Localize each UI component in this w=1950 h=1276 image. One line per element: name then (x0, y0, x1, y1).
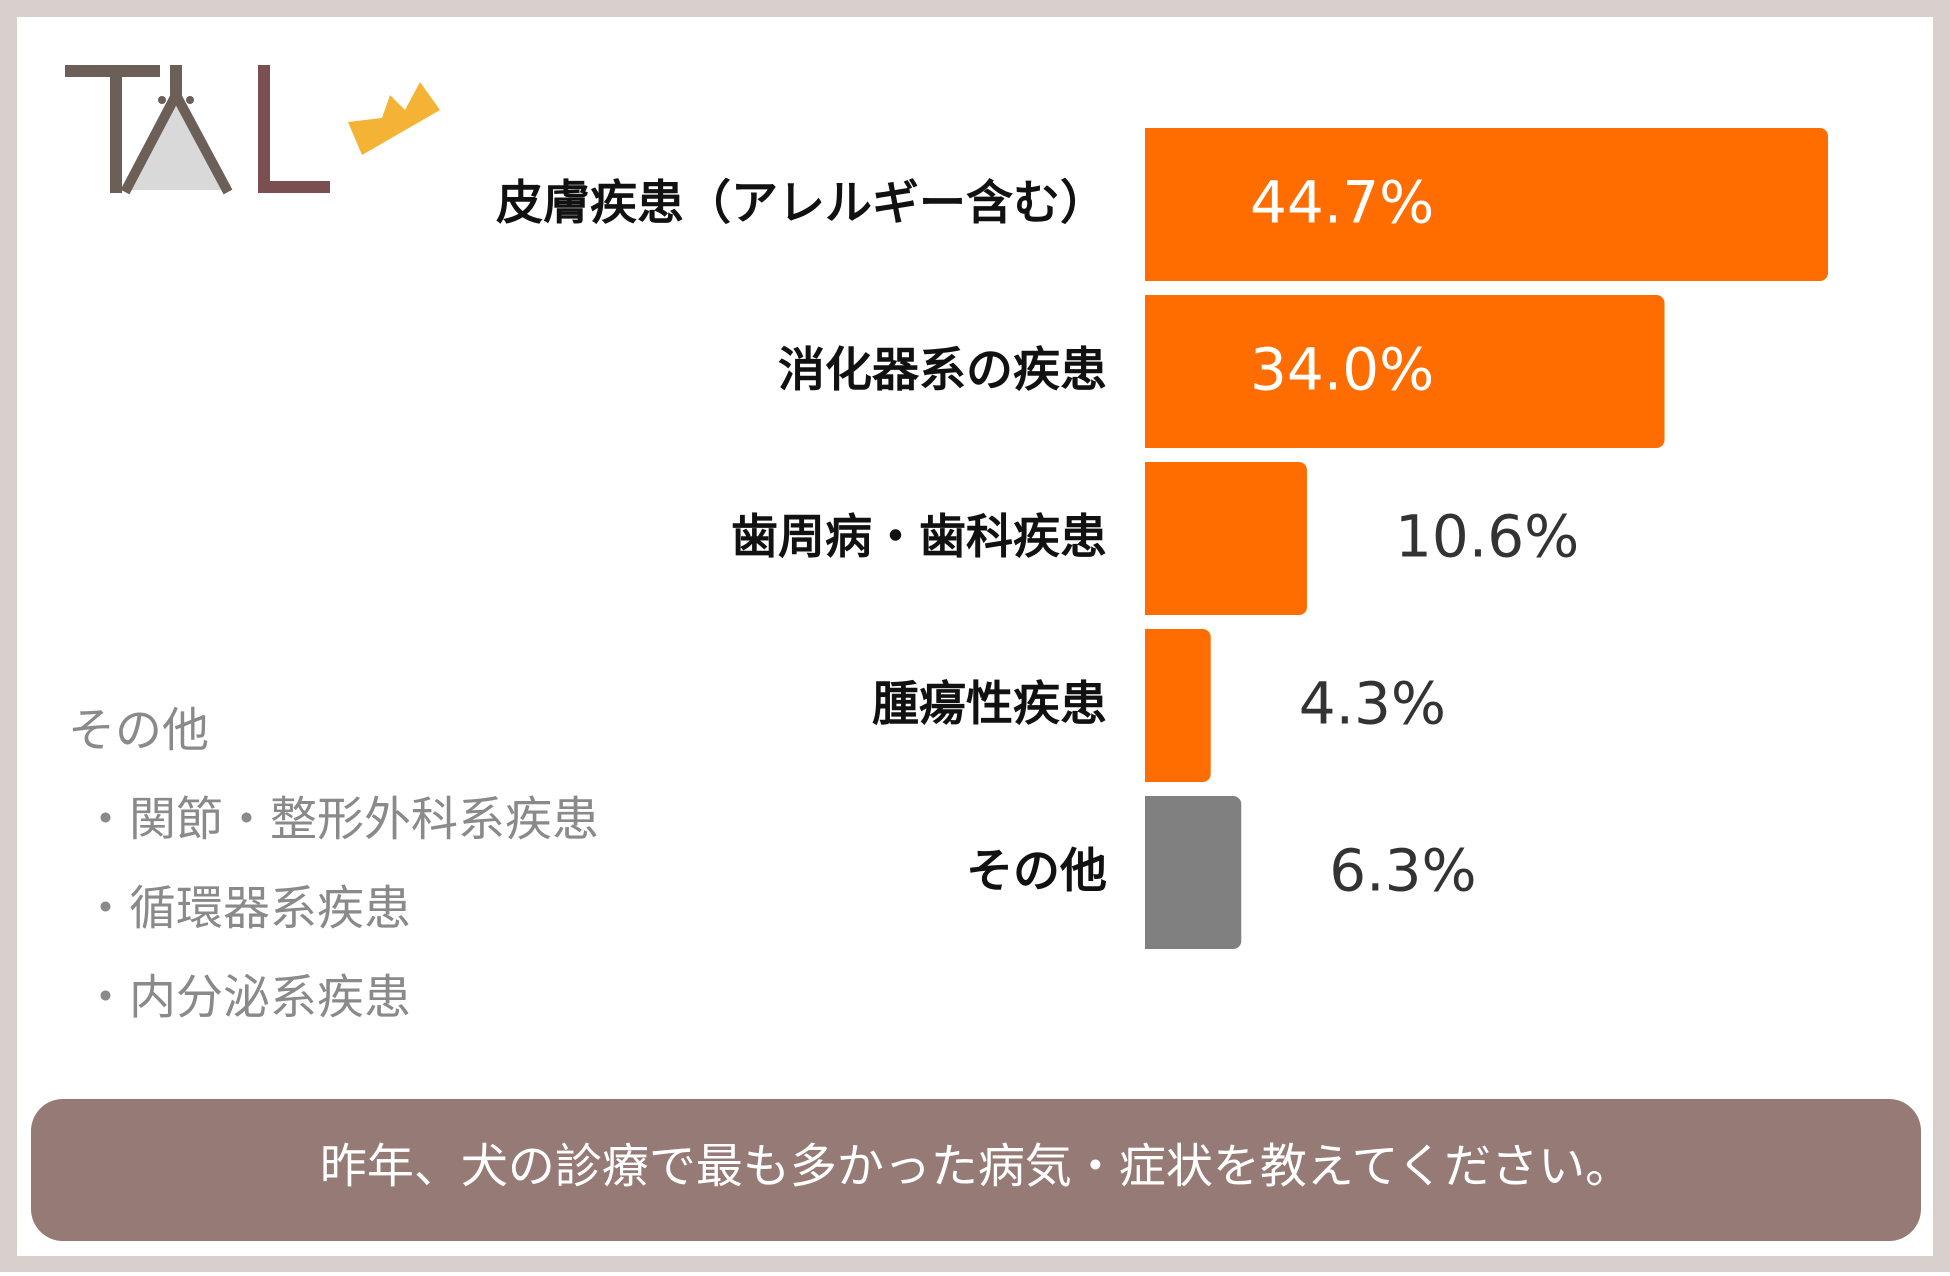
category-label: 腫瘍性疾患 (872, 677, 1107, 732)
bar (1145, 295, 1665, 448)
bar-left-edge (1145, 629, 1155, 782)
value-label: 34.0% (1250, 336, 1434, 404)
bar (1145, 462, 1307, 615)
category-label: 歯周病・歯科疾患 (731, 510, 1107, 565)
bar-left-edge (1145, 295, 1155, 448)
banner (31, 1099, 1921, 1241)
category-label: その他 (966, 844, 1107, 899)
value-label: 10.6% (1395, 503, 1579, 571)
value-label: 44.7% (1250, 169, 1434, 237)
note-item: ・関節・整形外科系疾患 (82, 793, 599, 848)
category-label: 消化器系の疾患 (778, 343, 1107, 398)
bar (1145, 796, 1242, 949)
note-title: その他 (68, 704, 209, 759)
banner-text: 昨年、犬の診療で最も多かった病気・症状を教えてください。 (320, 1140, 1632, 1195)
note-item: ・循環器系疾患 (82, 882, 411, 937)
bar-left-edge (1145, 462, 1155, 615)
logo (65, 65, 440, 195)
bar-left-edge (1145, 128, 1155, 281)
bar (1145, 128, 1828, 281)
note-item: ・内分泌系疾患 (82, 971, 411, 1026)
value-label: 4.3% (1299, 670, 1446, 738)
value-label: 6.3% (1329, 837, 1476, 905)
category-label: 皮膚疾患（アレルギー含む） (496, 176, 1107, 231)
bar (1145, 629, 1211, 782)
bar-left-edge (1145, 796, 1155, 949)
